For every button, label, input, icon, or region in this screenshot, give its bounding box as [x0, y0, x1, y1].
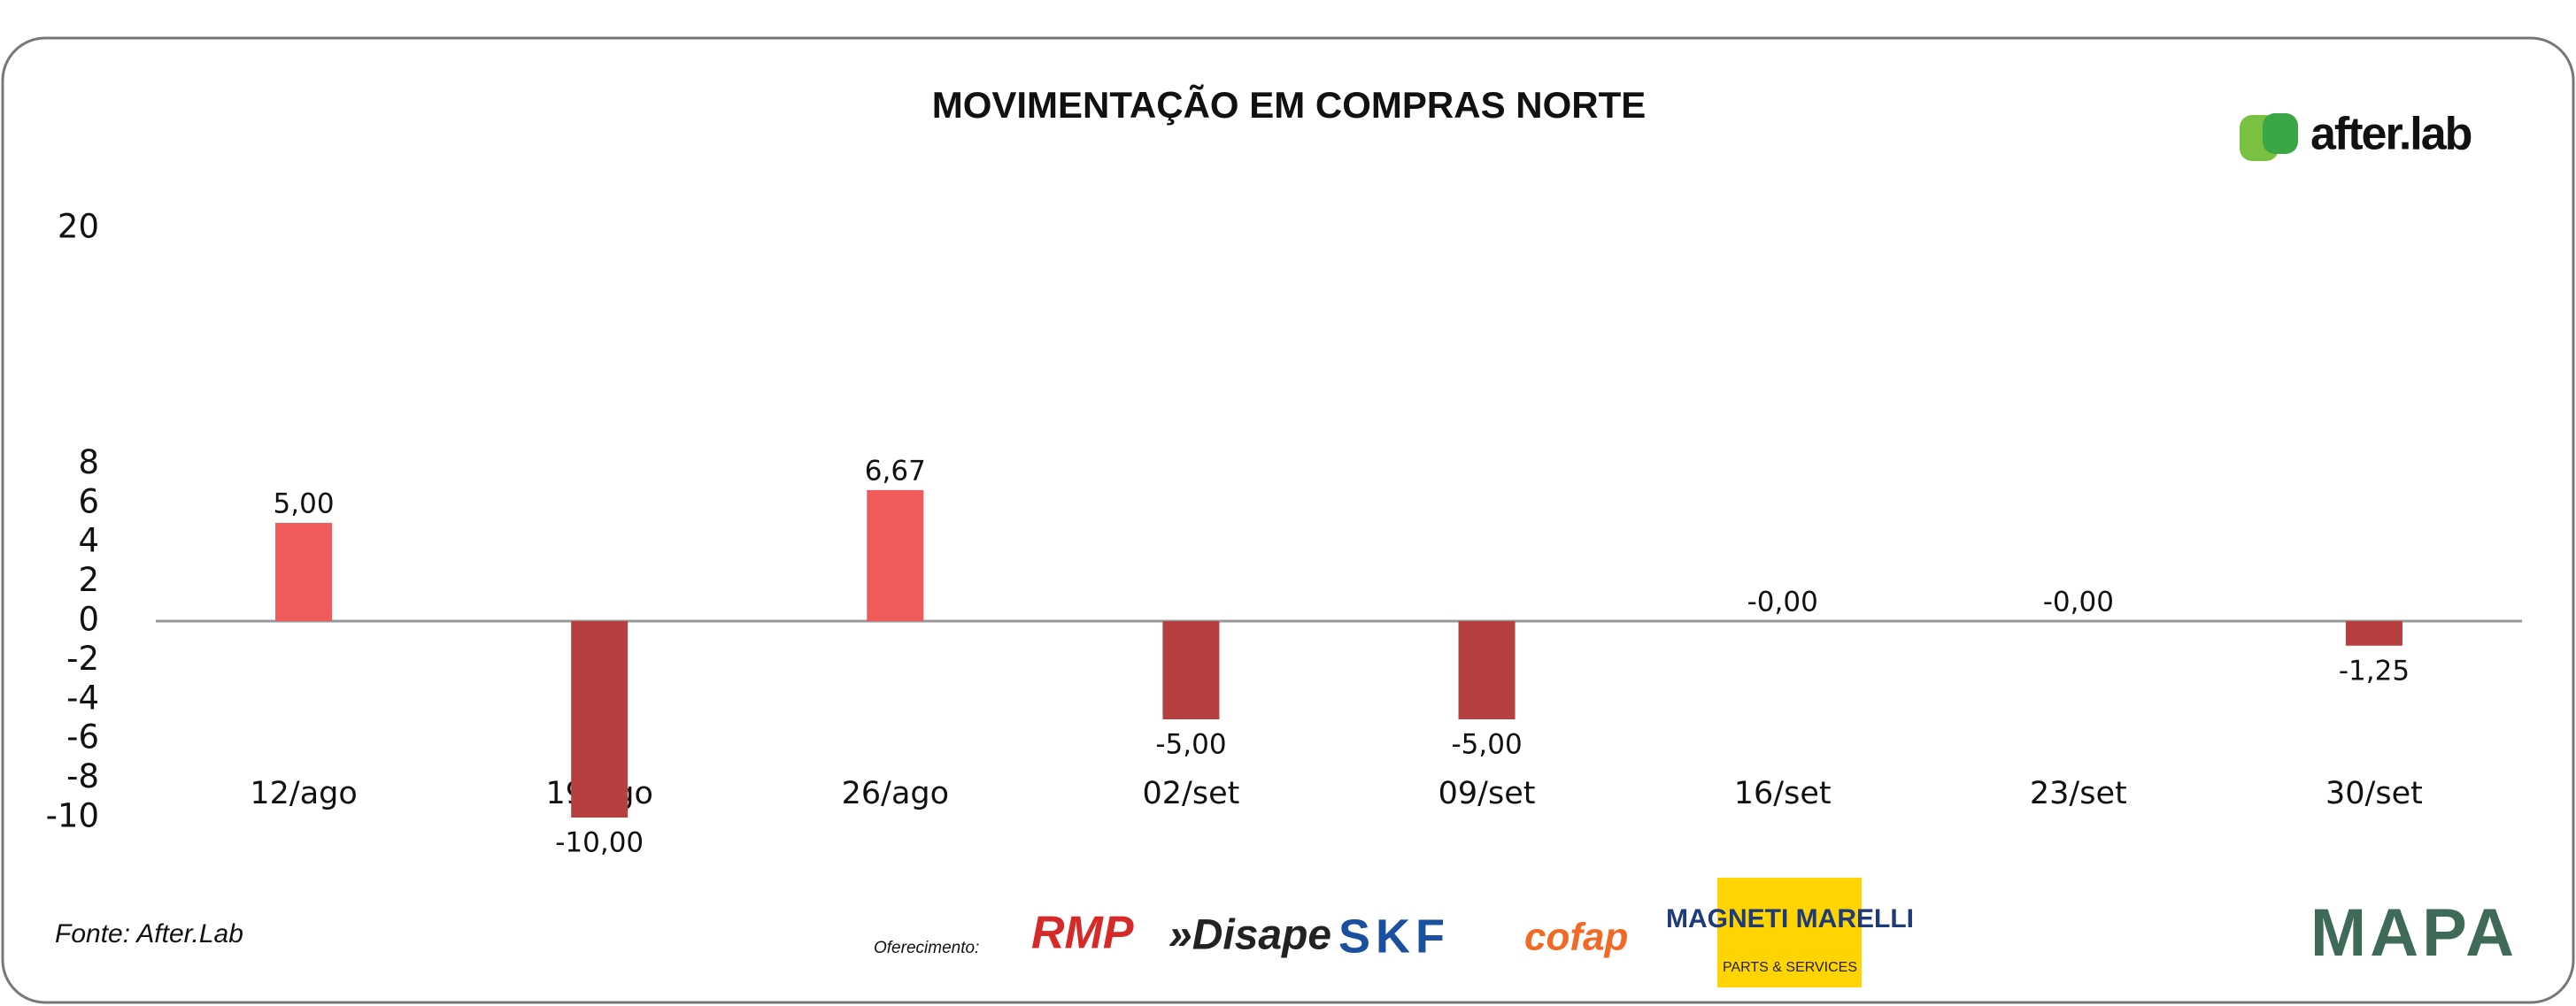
y-tick-label: 2	[78, 561, 99, 599]
y-tick-label: 4	[78, 522, 99, 560]
x-tick-label: 30/set	[2325, 776, 2423, 811]
value-label: -5,00	[1155, 729, 1226, 761]
sponsor-box	[1717, 878, 1862, 987]
sponsor-logo: »Disape	[1168, 912, 1331, 959]
chart-title: MOVIMENTAÇÃO EM COMPRAS NORTE	[932, 84, 1647, 126]
value-label: -10,00	[555, 827, 644, 859]
x-tick-label: 12/ago	[250, 776, 357, 811]
sponsor-caption: Oferecimento:	[874, 939, 979, 957]
value-label: -1,25	[2339, 655, 2410, 687]
x-tick-label: 26/ago	[842, 776, 949, 811]
x-tick-label: 02/set	[1143, 776, 1240, 811]
sponsor-logo-subtitle: PARTS & SERVICES	[1723, 960, 1857, 975]
y-tick-label: -6	[66, 718, 99, 756]
brand-logo: after.lab	[2240, 109, 2473, 161]
value-label: -5,00	[1451, 729, 1522, 761]
partner-logo: MAPA	[2310, 895, 2518, 971]
y-tick-label: -10	[46, 797, 99, 835]
brand-name: after.lab	[2310, 109, 2472, 160]
y-tick-label: 6	[78, 482, 99, 520]
y-tick-label: -4	[66, 679, 99, 717]
bar	[867, 489, 924, 621]
sponsor-logo: SKF	[1338, 910, 1450, 963]
x-tick-label: 09/set	[1438, 776, 1536, 811]
bar	[571, 621, 629, 818]
y-tick-label: -8	[66, 757, 99, 795]
bar	[2345, 621, 2402, 646]
y-tick-label: 20	[58, 208, 99, 246]
y-tick-label: -2	[66, 640, 99, 678]
value-label: -0,00	[2043, 587, 2114, 618]
y-tick-label: 8	[78, 443, 99, 481]
y-tick-label: 0	[78, 601, 99, 639]
bar	[1458, 621, 1516, 719]
value-label: 6,67	[865, 455, 926, 487]
value-label: -0,00	[1747, 587, 1818, 618]
x-tick-label: 23/set	[2030, 776, 2127, 811]
source: Fonte: After.Lab	[55, 919, 243, 948]
bar	[1162, 621, 1220, 719]
frame	[1, 36, 2575, 1004]
value-label: 5,00	[274, 488, 335, 520]
sponsor-logo: MAGNETI MARELLI	[1666, 904, 1914, 933]
sponsor-logo: cofap	[1524, 916, 1628, 959]
sponsor-logo: RMP	[1031, 908, 1134, 959]
x-tick-label: 16/set	[1734, 776, 1832, 811]
logo-icon	[2263, 113, 2298, 154]
bar	[275, 523, 333, 621]
